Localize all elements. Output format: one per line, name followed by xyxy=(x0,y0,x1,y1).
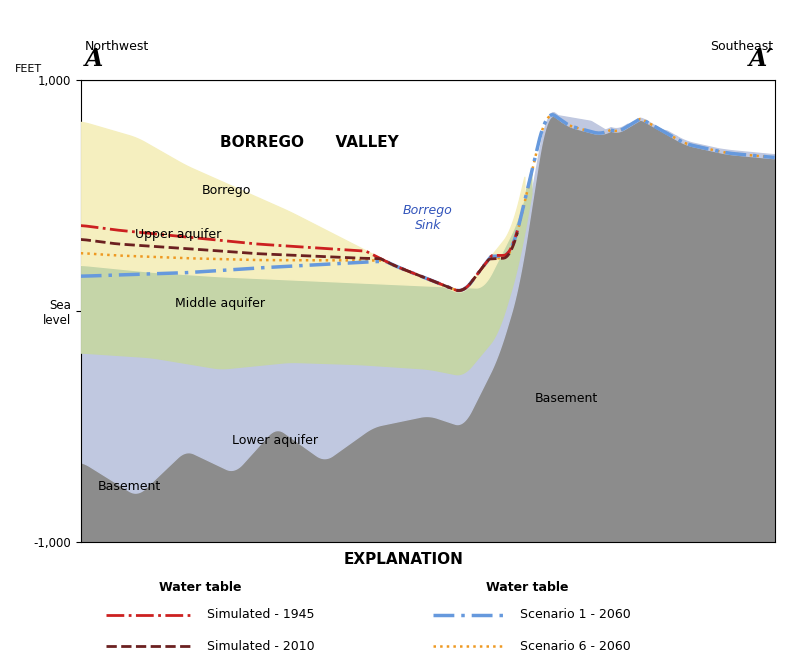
Text: EXPLANATION: EXPLANATION xyxy=(344,552,463,567)
Text: Water table: Water table xyxy=(159,581,241,595)
Text: Scenario 1 - 2060: Scenario 1 - 2060 xyxy=(520,608,630,622)
Text: Simulated - 2010: Simulated - 2010 xyxy=(207,640,315,653)
Text: Northwest: Northwest xyxy=(85,40,149,53)
Text: Simulated - 1945: Simulated - 1945 xyxy=(207,608,315,622)
Text: FEET: FEET xyxy=(15,65,42,74)
Text: Basement: Basement xyxy=(98,480,161,493)
Text: Borrego: Borrego xyxy=(202,184,251,198)
Text: BORREGO      VALLEY: BORREGO VALLEY xyxy=(220,135,399,150)
Text: Water table: Water table xyxy=(486,581,568,595)
Text: Upper aquifer: Upper aquifer xyxy=(135,228,221,241)
Text: Borrego
Sink: Borrego Sink xyxy=(403,204,453,233)
Text: Scenario 6 - 2060: Scenario 6 - 2060 xyxy=(520,640,630,653)
Text: Southeast: Southeast xyxy=(710,40,773,53)
Text: A: A xyxy=(85,47,103,71)
Text: Lower aquifer: Lower aquifer xyxy=(232,434,318,447)
Text: Basement: Basement xyxy=(535,392,598,405)
Text: A′: A′ xyxy=(748,47,773,71)
Text: Middle aquifer: Middle aquifer xyxy=(174,297,265,311)
